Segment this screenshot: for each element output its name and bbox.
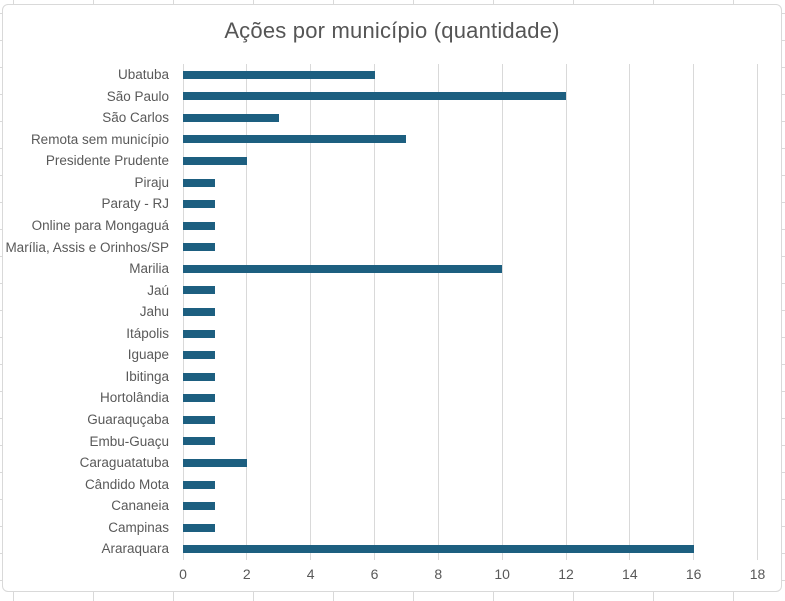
category-label: São Carlos bbox=[102, 110, 169, 126]
value-gridline bbox=[693, 64, 695, 560]
bar[interactable] bbox=[183, 437, 215, 446]
category-label: Piraju bbox=[134, 174, 169, 190]
bar[interactable] bbox=[183, 70, 375, 79]
bar[interactable] bbox=[183, 415, 215, 424]
category-label: Hortolândia bbox=[99, 390, 169, 406]
category-label: Cananeia bbox=[111, 498, 169, 514]
bar[interactable] bbox=[183, 329, 215, 338]
x-tick-label: 2 bbox=[242, 566, 251, 582]
plot-area bbox=[182, 64, 758, 560]
category-label: Cândido Mota bbox=[84, 476, 169, 492]
bar[interactable] bbox=[183, 545, 694, 554]
x-tick-label: 18 bbox=[749, 566, 766, 582]
bar[interactable] bbox=[183, 502, 215, 511]
bar[interactable] bbox=[183, 394, 215, 403]
chart-object-frame[interactable] bbox=[2, 4, 782, 592]
bar[interactable] bbox=[183, 178, 215, 187]
x-tick-label: 6 bbox=[370, 566, 379, 582]
category-label: Marilia bbox=[129, 261, 169, 277]
sheet-column-line bbox=[93, 592, 94, 601]
category-label: Campinas bbox=[108, 519, 169, 535]
x-tick-label: 12 bbox=[558, 566, 574, 582]
value-gridline bbox=[565, 64, 567, 560]
category-label: Araraquara bbox=[101, 541, 169, 557]
category-label: Remota sem município bbox=[30, 131, 169, 147]
bar[interactable] bbox=[183, 351, 215, 360]
category-label: Iguape bbox=[127, 347, 169, 363]
bar[interactable] bbox=[183, 92, 566, 101]
category-label: Online para Mongaguá bbox=[31, 217, 169, 233]
value-gridline bbox=[757, 64, 758, 560]
category-label: Ubatuba bbox=[117, 67, 169, 82]
sheet-column-line bbox=[173, 592, 174, 601]
category-label: Paraty - RJ bbox=[101, 196, 169, 212]
category-label: Itápolis bbox=[126, 325, 169, 341]
category-label: Jaú bbox=[147, 282, 169, 298]
sheet-column-line bbox=[573, 592, 574, 601]
sheet-column-line bbox=[493, 592, 494, 601]
sheet-column-line bbox=[253, 592, 254, 601]
sheet-column-line bbox=[733, 592, 734, 601]
sheet-column-line bbox=[653, 592, 654, 601]
bar[interactable] bbox=[183, 458, 247, 467]
category-label: Ibitinga bbox=[125, 368, 169, 384]
chart-title: Ações por município (quantidade) bbox=[224, 18, 560, 43]
category-axis-labels: Ubatuba São Paulo São Carlos Remota sem mun… bbox=[0, 64, 176, 560]
x-tick-label: 0 bbox=[179, 566, 187, 582]
category-label: Jahu bbox=[139, 304, 169, 320]
category-label: Presidente Prudente bbox=[45, 153, 169, 169]
value-gridline bbox=[501, 64, 503, 560]
sheet-column-line bbox=[413, 592, 414, 601]
bar[interactable] bbox=[183, 113, 279, 122]
value-gridline bbox=[437, 64, 439, 560]
bar[interactable] bbox=[183, 221, 215, 230]
category-label: São Paulo bbox=[106, 88, 169, 104]
category-label: Guaraquçaba bbox=[87, 412, 169, 428]
bar[interactable] bbox=[183, 264, 503, 273]
value-gridline bbox=[246, 64, 248, 560]
x-tick-label: 16 bbox=[685, 566, 702, 582]
bar[interactable] bbox=[183, 308, 215, 316]
value-gridline bbox=[310, 64, 312, 560]
x-tick-label: 14 bbox=[622, 566, 638, 582]
bar[interactable] bbox=[183, 200, 215, 209]
category-label: Marília, Assis e Orinhos/SP bbox=[5, 239, 169, 255]
bar[interactable] bbox=[183, 372, 215, 381]
x-tick-label: 4 bbox=[306, 566, 315, 582]
bar[interactable] bbox=[183, 523, 215, 532]
category-label: Caraguatatuba bbox=[79, 455, 169, 471]
bar[interactable] bbox=[183, 135, 407, 144]
bar[interactable] bbox=[183, 157, 247, 166]
sheet-column-line bbox=[13, 592, 14, 601]
bar[interactable] bbox=[183, 480, 215, 489]
value-gridline bbox=[629, 64, 631, 560]
bar[interactable] bbox=[183, 286, 215, 295]
x-tick-label: 10 bbox=[494, 566, 510, 582]
category-label: Embu-Guaçu bbox=[89, 433, 169, 449]
sheet-column-line bbox=[333, 592, 334, 601]
bar[interactable] bbox=[183, 243, 215, 252]
value-axis-labels: 0 2 4 6 8 10 12 14 16 18 bbox=[179, 566, 765, 584]
x-tick-label: 8 bbox=[434, 566, 443, 582]
value-gridline bbox=[374, 64, 375, 560]
